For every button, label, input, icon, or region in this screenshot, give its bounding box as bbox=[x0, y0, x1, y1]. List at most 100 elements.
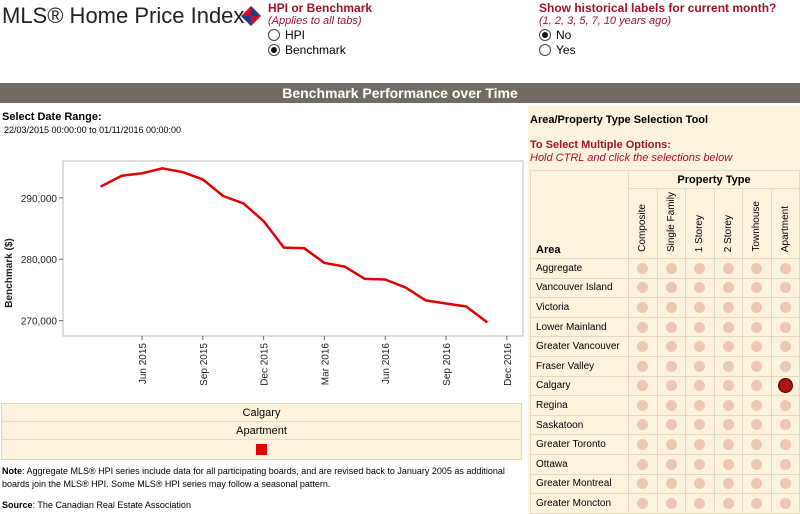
dot-icon[interactable] bbox=[779, 399, 791, 411]
dot-icon[interactable] bbox=[751, 399, 763, 411]
benchmark-line-chart[interactable]: 270,000 280,000 290,000 Jun 2015 Sep 2015 Dec… bbox=[0, 158, 524, 390]
selection-cell[interactable] bbox=[713, 277, 743, 299]
selection-cell[interactable] bbox=[770, 473, 800, 495]
data-point[interactable] bbox=[221, 194, 225, 198]
radio-benchmark-circle[interactable] bbox=[268, 43, 280, 56]
dot-icon[interactable] bbox=[751, 262, 763, 274]
selection-cell[interactable] bbox=[770, 355, 800, 377]
selection-cell[interactable] bbox=[742, 434, 772, 455]
area-greater-montreal[interactable]: Greater Montreal bbox=[530, 473, 629, 495]
selection-cell[interactable] bbox=[685, 493, 715, 514]
property-type-apartment[interactable]: Apartment bbox=[770, 188, 800, 259]
selection-cell[interactable] bbox=[742, 375, 772, 397]
dot-icon[interactable] bbox=[694, 380, 706, 392]
dot-icon[interactable] bbox=[637, 478, 649, 490]
selection-cell[interactable] bbox=[628, 473, 658, 495]
area-fraser-valley[interactable]: Fraser Valley bbox=[530, 355, 629, 377]
data-point[interactable] bbox=[404, 286, 407, 289]
selection-cell[interactable] bbox=[685, 258, 715, 279]
radio-yes[interactable]: Yes bbox=[539, 42, 776, 57]
dot-icon[interactable] bbox=[665, 282, 677, 294]
data-point[interactable] bbox=[323, 261, 326, 265]
dot-icon[interactable] bbox=[722, 360, 734, 372]
dot-icon[interactable] bbox=[779, 439, 791, 451]
dot-icon[interactable] bbox=[637, 262, 649, 274]
selection-cell[interactable] bbox=[685, 297, 715, 318]
dot-icon[interactable] bbox=[694, 321, 706, 333]
dot-icon[interactable] bbox=[637, 458, 649, 470]
data-point[interactable] bbox=[120, 174, 123, 177]
selection-cell[interactable] bbox=[713, 414, 743, 436]
selection-cell[interactable] bbox=[713, 434, 743, 455]
area-aggregate[interactable]: Aggregate bbox=[530, 258, 629, 279]
selection-cell[interactable] bbox=[770, 336, 800, 357]
area-calgary[interactable]: Calgary bbox=[530, 375, 629, 397]
dot-icon[interactable] bbox=[722, 399, 734, 411]
dot-icon[interactable] bbox=[637, 341, 649, 353]
dot-icon[interactable] bbox=[665, 419, 677, 431]
dot-icon[interactable] bbox=[722, 497, 734, 509]
selection-cell[interactable] bbox=[770, 453, 800, 475]
data-point[interactable] bbox=[140, 172, 144, 175]
radio-hpi[interactable]: HPI bbox=[268, 27, 372, 42]
selection-cell[interactable] bbox=[742, 277, 772, 299]
dot-icon[interactable] bbox=[722, 301, 734, 313]
selection-cell[interactable] bbox=[656, 493, 686, 514]
dot-icon[interactable] bbox=[665, 341, 677, 353]
dot-icon[interactable] bbox=[665, 380, 677, 392]
selection-cell[interactable] bbox=[742, 453, 772, 475]
selection-cell[interactable] bbox=[770, 316, 800, 338]
radio-no[interactable]: No bbox=[539, 27, 776, 42]
property-type-1-storey[interactable]: 1 Storey bbox=[685, 188, 715, 259]
selection-cell[interactable] bbox=[628, 277, 658, 299]
radio-hpi-circle[interactable] bbox=[268, 28, 280, 41]
area-victoria[interactable]: Victoria bbox=[530, 297, 629, 318]
dot-icon[interactable] bbox=[722, 419, 734, 431]
dot-icon[interactable] bbox=[694, 282, 706, 294]
selection-cell[interactable] bbox=[628, 336, 658, 357]
selection-cell[interactable] bbox=[742, 473, 772, 495]
dot-icon[interactable] bbox=[779, 497, 791, 509]
property-type-townhouse[interactable]: Townhouse bbox=[742, 188, 772, 259]
selection-cell[interactable] bbox=[656, 297, 686, 318]
selection-cell[interactable] bbox=[656, 316, 686, 338]
dot-icon[interactable] bbox=[751, 478, 763, 490]
selection-cell[interactable] bbox=[628, 355, 658, 377]
dot-icon[interactable] bbox=[722, 341, 734, 353]
selection-cell[interactable] bbox=[770, 395, 800, 416]
dot-icon[interactable] bbox=[751, 439, 763, 451]
selection-cell[interactable] bbox=[770, 375, 800, 397]
selection-cell[interactable] bbox=[713, 453, 743, 475]
dot-icon[interactable] bbox=[694, 478, 706, 490]
selection-cell[interactable] bbox=[685, 434, 715, 455]
dot-icon[interactable] bbox=[694, 262, 706, 274]
dot-icon[interactable] bbox=[779, 419, 791, 431]
selection-cell[interactable] bbox=[685, 336, 715, 357]
dot-icon[interactable] bbox=[722, 439, 734, 451]
selection-cell[interactable] bbox=[770, 277, 800, 299]
selection-cell[interactable] bbox=[656, 453, 686, 475]
dot-icon[interactable] bbox=[637, 360, 649, 372]
radio-yes-circle[interactable] bbox=[539, 43, 551, 56]
data-point[interactable] bbox=[485, 320, 488, 324]
legend-swatch[interactable] bbox=[256, 443, 267, 455]
data-point[interactable] bbox=[181, 170, 184, 174]
dot-icon[interactable] bbox=[637, 399, 649, 411]
dot-icon[interactable] bbox=[665, 262, 677, 274]
area-greater-vancouver[interactable]: Greater Vancouver bbox=[530, 336, 629, 357]
dot-icon[interactable] bbox=[637, 301, 649, 313]
dot-icon[interactable] bbox=[722, 458, 734, 470]
radio-no-circle[interactable] bbox=[539, 28, 551, 41]
selection-cell[interactable] bbox=[656, 375, 686, 397]
selection-cell[interactable] bbox=[742, 493, 772, 514]
dot-icon[interactable] bbox=[694, 419, 706, 431]
selection-cell[interactable] bbox=[685, 316, 715, 338]
selection-cell[interactable] bbox=[628, 395, 658, 416]
data-point[interactable] bbox=[363, 277, 367, 281]
selection-cell[interactable] bbox=[685, 473, 715, 495]
data-point[interactable] bbox=[384, 278, 387, 281]
dot-icon[interactable] bbox=[694, 458, 706, 470]
selection-cell[interactable] bbox=[656, 473, 686, 495]
selection-cell[interactable] bbox=[742, 258, 772, 279]
selection-cell[interactable] bbox=[713, 473, 743, 495]
